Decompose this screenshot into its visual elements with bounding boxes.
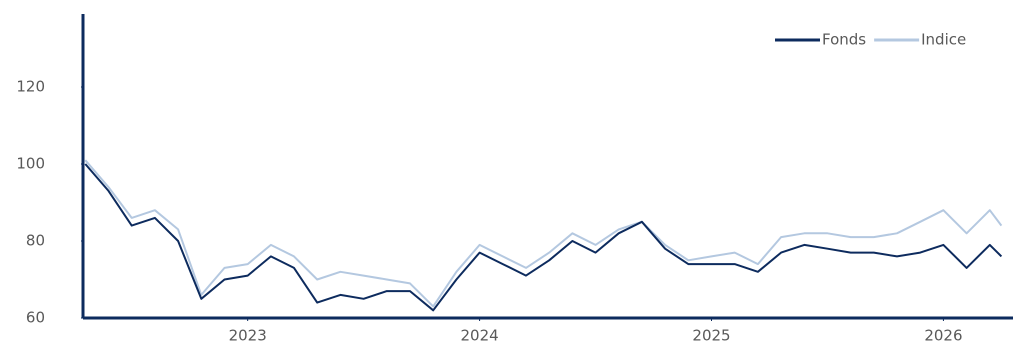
y-tick-label: 100 [16,155,45,173]
legend-label: Fonds [822,31,866,49]
x-tick-label: 2023 [229,327,267,345]
series-line [84,163,1003,312]
x-tick-label: 2026 [924,327,962,345]
legend-label: Indice [921,31,966,49]
x-tick-label: 2024 [460,327,498,345]
series-line [84,159,1003,308]
x-tick-label: 2025 [692,327,730,345]
y-tick-label: 80 [26,232,45,250]
y-tick-label: 120 [16,78,45,96]
y-tick-label: 60 [26,309,45,327]
